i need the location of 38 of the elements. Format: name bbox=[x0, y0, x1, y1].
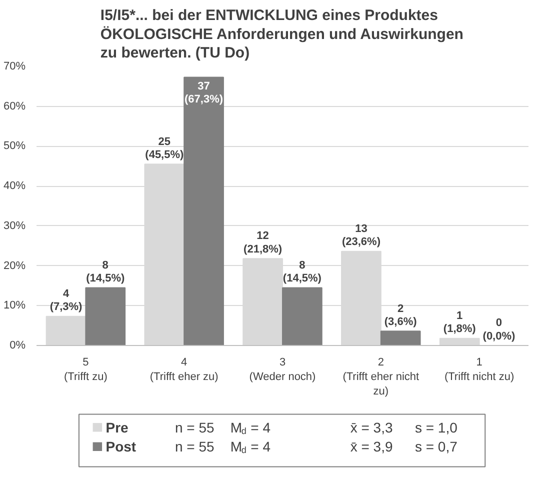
y-tick-label: 70% bbox=[3, 60, 26, 72]
x-tick-label: 4 (Trifft eher zu) bbox=[150, 356, 218, 383]
data-label: 1 (1,8%) bbox=[443, 310, 476, 336]
bar bbox=[439, 338, 480, 346]
bar bbox=[85, 287, 126, 346]
text: s = 0,7 bbox=[414, 438, 458, 455]
data-label: 2 (3,6%) bbox=[384, 302, 418, 328]
y-tick-label: 40% bbox=[3, 180, 26, 192]
text: n = 55 bbox=[174, 419, 214, 436]
data-label: 8 (14,5%) bbox=[282, 259, 322, 285]
bar bbox=[46, 316, 86, 346]
data-label: 0 (0,0%) bbox=[482, 317, 516, 342]
y-tick-label: 30% bbox=[3, 220, 26, 232]
y-tick-label: 10% bbox=[3, 300, 26, 312]
y-tick-label: 60% bbox=[3, 100, 26, 112]
text: n = 55 bbox=[174, 438, 214, 455]
bar bbox=[282, 287, 322, 346]
data-label: 25 (45,5%) bbox=[145, 136, 184, 161]
x-tick-label: 5 (Trifft zu) bbox=[64, 356, 108, 383]
bar bbox=[380, 330, 421, 346]
x-tick-label: 3 (Weder noch) bbox=[249, 356, 316, 383]
x-tick-label: 2 (Trifft eher nicht zu) bbox=[342, 356, 420, 398]
data-label: 37 (67,3%) bbox=[184, 80, 224, 106]
y-tick-label: 50% bbox=[3, 140, 26, 152]
text: x̄ = 3,3 bbox=[350, 419, 393, 436]
data-label: 4 (7,3%) bbox=[50, 288, 83, 314]
y-tick-label: 20% bbox=[3, 260, 26, 272]
text: s = 1,0 bbox=[414, 419, 458, 436]
data-label: 8 (14,5%) bbox=[86, 259, 125, 285]
chart-title: I5/I5*... bei der ENTWICKLUNG eines Produktes ÖKOLOGISCHE Anforderungen und Auswirkungen zu bewerten. (TU Do) bbox=[100, 7, 464, 62]
y-tick-label: 0% bbox=[10, 340, 26, 352]
bar bbox=[184, 76, 224, 346]
text: x̄ = 3,9 bbox=[350, 438, 393, 455]
x-tick-label: 1 (Trifft nicht zu) bbox=[444, 356, 514, 383]
legend-label: Post bbox=[106, 438, 136, 455]
data-label: 13 (23,6%) bbox=[342, 223, 381, 248]
data-label: 12 (21,8%) bbox=[244, 230, 282, 256]
legend-label: Pre bbox=[106, 419, 129, 436]
